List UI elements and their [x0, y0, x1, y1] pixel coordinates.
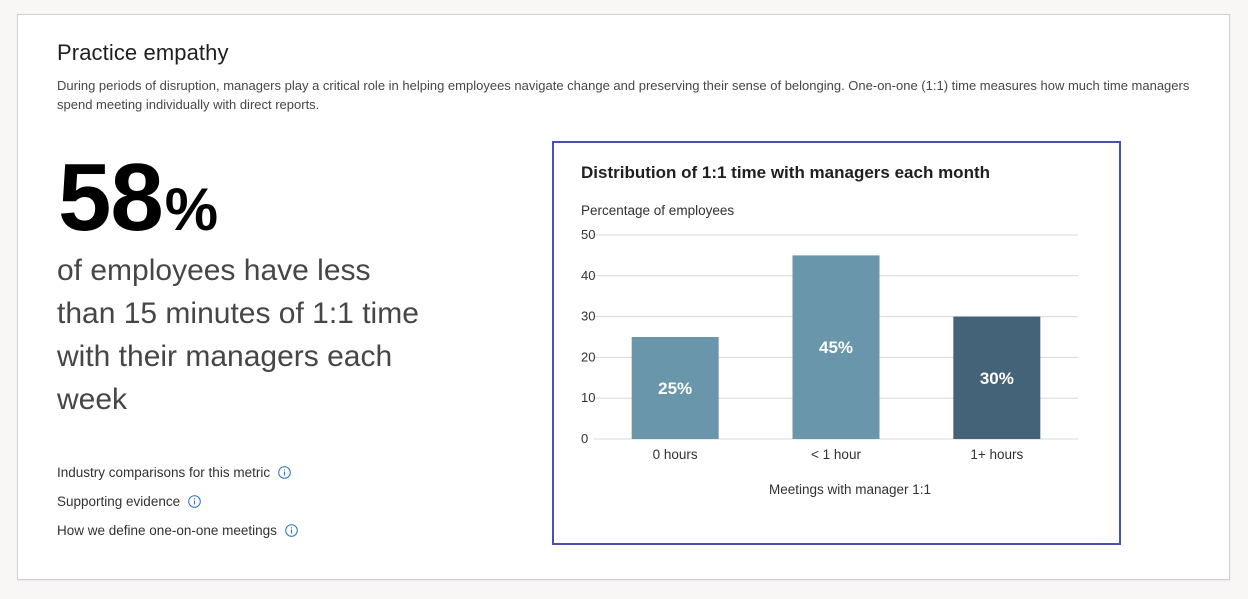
bar	[953, 316, 1041, 439]
link-define-one-on-one[interactable]: How we define one-on-one meetings	[57, 516, 298, 545]
x-axis-label: Meetings with manager 1:1	[769, 482, 931, 497]
y-tick-label: 20	[581, 349, 595, 364]
metric-value: 58	[58, 144, 164, 251]
y-tick-label: 40	[581, 268, 595, 283]
link-industry-comparisons[interactable]: Industry comparisons for this metric	[57, 458, 298, 487]
link-label: Industry comparisons for this metric	[57, 465, 271, 480]
y-tick-label: 50	[581, 227, 595, 242]
y-axis-label: Percentage of employees	[581, 203, 734, 218]
bar-chart-svg: Percentage of employees 0 10 20 30 40 50 25% 0 h…	[581, 203, 1078, 497]
link-supporting-evidence[interactable]: Supporting evidence	[57, 487, 298, 516]
y-tick-label: 10	[581, 390, 595, 405]
practice-empathy-card: Practice empathy During periods of disru…	[17, 14, 1230, 580]
distribution-chart[interactable]: Distribution of 1:1 time with managers e…	[552, 141, 1121, 545]
card-title: Practice empathy	[57, 40, 229, 65]
bar-data-label: 30%	[980, 369, 1014, 388]
link-label: How we define one-on-one meetings	[57, 523, 277, 538]
x-category-label: < 1 hour	[811, 447, 861, 462]
card-description: During periods of disruption, managers p…	[57, 78, 1190, 112]
y-tick-label: 30	[581, 309, 595, 324]
bar-data-label: 25%	[658, 379, 692, 398]
info-icon[interactable]	[188, 495, 201, 508]
info-icon[interactable]	[285, 524, 298, 537]
bar	[792, 255, 880, 439]
x-category-label: 0 hours	[653, 447, 698, 462]
metric-statement: of employees have less than 15 minutes o…	[57, 254, 419, 416]
link-label: Supporting evidence	[57, 494, 181, 509]
metric-unit: %	[164, 176, 219, 243]
bar-data-label: 45%	[819, 338, 853, 357]
x-category-label: 1+ hours	[970, 447, 1023, 462]
info-icon[interactable]	[278, 466, 291, 479]
info-links: Industry comparisons for this metric Sup…	[57, 458, 298, 545]
chart-title: Distribution of 1:1 time with managers e…	[581, 163, 990, 182]
bar	[631, 337, 719, 439]
headline-metric: 58%	[58, 150, 218, 246]
y-tick-label: 0	[581, 431, 588, 446]
